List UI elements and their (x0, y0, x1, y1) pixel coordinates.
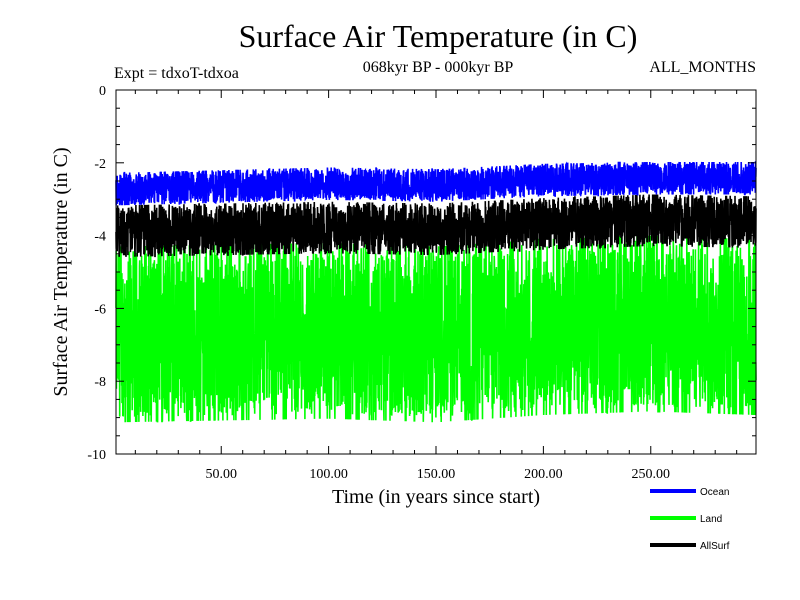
x-tick-label: 200.00 (524, 467, 563, 482)
y-tick-label: -4 (94, 230, 106, 245)
legend-item-ocean: Ocean (650, 487, 729, 498)
y-tick-label: -8 (94, 375, 106, 390)
x-axis: 50.00 100.00 150.00 200.00 250.00 (134, 90, 738, 482)
y-axis: 0 -2 -4 -6 -8 -10 (87, 84, 756, 463)
x-axis-label: Time (in years since start) (332, 486, 540, 508)
y-tick-label: 0 (99, 84, 106, 99)
y-tick-label: -6 (94, 302, 106, 317)
legend-item-land: Land (650, 514, 722, 525)
series-land (115, 235, 757, 423)
legend: Ocean Land AllSurf (650, 487, 730, 552)
series-line-land (115, 235, 757, 423)
series-line-ocean (115, 161, 757, 206)
legend-label: Land (700, 514, 722, 525)
experiment-label: Expt = tdxoT-tdxoa (114, 65, 239, 82)
x-tick-label: 150.00 (417, 467, 456, 482)
x-tick-label: 100.00 (309, 467, 348, 482)
legend-label: AllSurf (700, 541, 730, 552)
chart-title: Surface Air Temperature (in C) (239, 18, 638, 54)
series-allsurf (115, 194, 757, 258)
y-axis-label: Surface Air Temperature (in C) (50, 147, 72, 396)
series-line-allsurf (115, 194, 757, 258)
series-layer (115, 161, 757, 423)
legend-item-allsurf: AllSurf (650, 541, 730, 552)
legend-label: Ocean (700, 487, 729, 498)
months-label: ALL_MONTHS (649, 59, 756, 76)
y-tick-label: -2 (94, 157, 106, 172)
chart-subtitle: 068kyr BP - 000kyr BP (363, 59, 514, 76)
y-tick-label: -10 (87, 448, 106, 463)
x-tick-label: 250.00 (632, 467, 671, 482)
x-tick-label: 50.00 (205, 467, 237, 482)
plot-area: 50.00 100.00 150.00 200.00 250.00 0 -2 -4 -6 -8 -… (87, 84, 757, 482)
series-ocean (115, 161, 757, 206)
